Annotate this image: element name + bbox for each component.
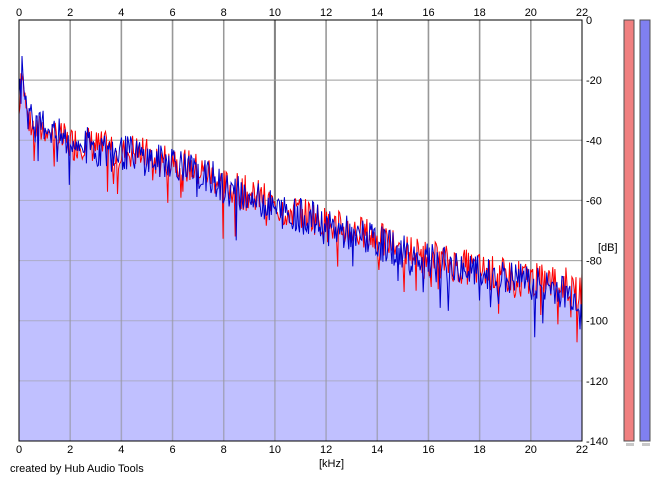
- y-tick-label: -40: [586, 135, 602, 147]
- y-axis-label: [dB]: [598, 242, 618, 254]
- y-tick-label: -100: [586, 316, 608, 328]
- spectrum-fill: [19, 20, 582, 442]
- x-tick-label-bottom: 18: [474, 444, 486, 456]
- x-tick-label-bottom: 14: [371, 444, 383, 456]
- y-tick-label: 0: [586, 15, 592, 27]
- x-tick-label-bottom: 0: [16, 444, 22, 456]
- series-group: [18, 55, 583, 343]
- x-tick-label-bottom: 6: [169, 444, 175, 456]
- level-meters: [623, 19, 651, 446]
- x-tick-label-bottom: 2: [67, 444, 73, 456]
- x-tick-label-top: 22: [576, 7, 588, 19]
- y-tick-label: -80: [586, 256, 602, 268]
- x-tick-label-top: 18: [474, 7, 486, 19]
- x-tick-label-top: 20: [525, 7, 537, 19]
- x-tick-label-top: 12: [320, 7, 332, 19]
- spectrum-area: [19, 73, 582, 442]
- x-tick-label-top: 16: [422, 7, 434, 19]
- x-axis-label: [kHz]: [319, 458, 344, 470]
- series-line-blue: [18, 55, 583, 338]
- y-tick-label: -140: [586, 436, 608, 448]
- left-meter-foot: [626, 443, 634, 446]
- x-tick-label-top: 0: [16, 7, 22, 19]
- x-tick-label-top: 6: [169, 7, 175, 19]
- y-tick-label: -20: [586, 75, 602, 87]
- x-tick-label-top: 8: [221, 7, 227, 19]
- x-tick-label-bottom: 22: [576, 444, 588, 456]
- x-tick-label-bottom: 10: [269, 444, 281, 456]
- x-tick-label-top: 2: [67, 7, 73, 19]
- left-level-meter: [623, 19, 635, 442]
- x-tick-label-top: 10: [269, 7, 281, 19]
- y-tick-label: -120: [586, 376, 608, 388]
- x-tick-label-bottom: 4: [118, 444, 124, 456]
- axis-ticks: 002244668810101212141416161818202022220-…: [16, 7, 608, 456]
- right-level-meter: [639, 19, 651, 442]
- x-tick-label-bottom: 8: [221, 444, 227, 456]
- y-tick-label: -60: [586, 195, 602, 207]
- x-tick-label-top: 14: [371, 7, 383, 19]
- x-tick-label-bottom: 12: [320, 444, 332, 456]
- credit-text: created by Hub Audio Tools: [10, 463, 144, 475]
- x-tick-label-bottom: 16: [422, 444, 434, 456]
- x-tick-label-bottom: 20: [525, 444, 537, 456]
- plot-frame: [18, 19, 583, 442]
- x-tick-label-top: 4: [118, 7, 124, 19]
- right-meter-foot: [642, 443, 650, 446]
